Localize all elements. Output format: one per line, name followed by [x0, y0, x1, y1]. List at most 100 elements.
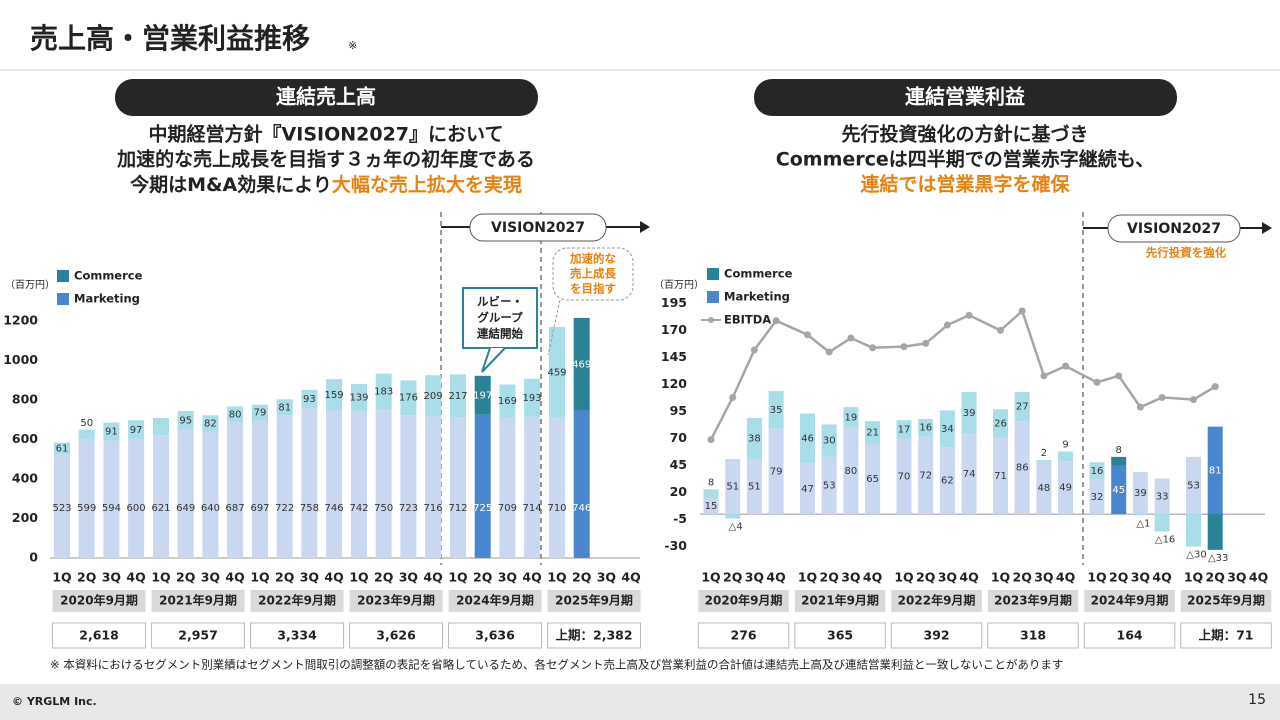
ebitda-point — [825, 348, 833, 356]
data-label: 38 — [748, 434, 761, 445]
bar-segment — [326, 410, 343, 558]
bar-segment — [450, 374, 466, 418]
data-label: 79 — [770, 466, 783, 477]
total-label: 上期：2,382 — [556, 628, 633, 643]
data-label: 725 — [473, 503, 492, 514]
data-label: △1 — [1136, 518, 1150, 529]
x-tick-label: 3Q — [597, 570, 616, 585]
total-box — [697, 622, 790, 649]
bar-segment — [993, 409, 1008, 438]
bar-segment — [351, 383, 367, 412]
x-tick-label: 2Q — [572, 570, 591, 585]
data-label: 697 — [250, 503, 269, 514]
total-label: 2,957 — [178, 628, 218, 643]
data-label: 49 — [1059, 483, 1072, 494]
data-label: 80 — [229, 409, 242, 420]
x-tick-label: 1Q — [250, 570, 269, 585]
bar-segment — [1132, 514, 1148, 516]
growth-note: 加速的な — [569, 252, 616, 266]
bar-segment — [573, 317, 590, 411]
bar-segment — [103, 422, 120, 441]
bar-segment — [425, 416, 442, 558]
bar-segment — [1089, 462, 1105, 480]
total-box — [987, 622, 1079, 649]
subtitle-line: 加速的な売上成長を目指す３ヵ年の初年度である — [116, 148, 535, 171]
arrow-head — [640, 221, 650, 233]
data-label: 53 — [1187, 481, 1200, 492]
ebitda-point — [1093, 378, 1101, 386]
data-label: 599 — [77, 503, 96, 514]
invest-note: 先行投資を強化 — [1146, 246, 1227, 260]
bar-segment — [202, 415, 219, 432]
data-label: 80 — [845, 466, 858, 477]
bar-segment — [301, 389, 318, 409]
subtitle-line: Commerceは四半期での営業赤字継続も、 — [776, 148, 1154, 171]
data-label: 91 — [105, 427, 118, 438]
footnote: ※ 本資料におけるセグメント別業績はセグメント間取引の調整額の表記を省略している… — [50, 658, 1063, 672]
data-label: 50 — [80, 418, 93, 429]
bar-segment — [703, 489, 719, 498]
bar-segment — [1014, 392, 1030, 422]
heading: 連結営業利益 — [905, 85, 1025, 109]
total-label: 276 — [731, 628, 757, 643]
data-label: 95 — [179, 415, 192, 426]
data-label: △33 — [1208, 553, 1228, 564]
bar-segment — [1058, 451, 1074, 462]
page-title: 売上高・営業利益推移 — [30, 22, 310, 55]
x-tick-label: 2Q — [1206, 570, 1225, 585]
data-label: 742 — [349, 503, 368, 514]
x-tick-label: 3Q — [745, 570, 764, 585]
period-label: 2022年9月期 — [898, 593, 976, 608]
data-label: 81 — [1209, 465, 1222, 476]
bar-segment — [301, 408, 318, 558]
data-label: 16 — [1091, 466, 1104, 477]
growth-note: を目指す — [570, 282, 616, 296]
heading: 連結売上高 — [276, 85, 376, 109]
subtitle-line: 先行投資強化の方針に基づき — [841, 123, 1088, 146]
bar-segment — [768, 390, 784, 429]
bar-segment — [177, 429, 194, 558]
y-tick-label: 70 — [670, 430, 688, 445]
bar-segment — [993, 437, 1008, 515]
data-label: 45 — [1112, 485, 1125, 496]
bar-segment — [843, 427, 859, 515]
data-label: 61 — [56, 444, 69, 455]
legend-marker — [708, 317, 714, 323]
bar-segment — [865, 421, 881, 444]
y-tick-label: 45 — [670, 457, 687, 472]
legend-label: Marketing — [74, 292, 140, 306]
subtitle-part: 今期はM&A効果により — [129, 173, 332, 196]
ebitda-point — [1018, 307, 1026, 315]
data-label: 27 — [1016, 402, 1029, 413]
x-tick-label: 3Q — [938, 570, 957, 585]
vision-box — [1107, 214, 1241, 243]
period-label: 2023年9月期 — [994, 593, 1072, 608]
data-label: 33 — [1156, 491, 1169, 502]
data-label: 70 — [898, 471, 911, 482]
data-label: 139 — [349, 393, 368, 404]
bar-segment — [351, 411, 367, 558]
ruby-box — [462, 287, 538, 349]
period-label: 2025年9月期 — [555, 593, 633, 608]
total-box — [52, 622, 147, 649]
data-label: 193 — [523, 393, 542, 404]
data-label: 640 — [201, 503, 220, 514]
subtitle-line: 中期経営方針『VISION2027』において — [149, 123, 504, 146]
x-tick-label: 4Q — [1152, 570, 1171, 585]
bar-segment — [326, 379, 343, 411]
ebitda-point — [900, 343, 908, 351]
ebitda-point — [1062, 362, 1070, 370]
data-label: 469 — [572, 359, 591, 370]
data-label: 39 — [1134, 488, 1147, 499]
data-label: 79 — [254, 407, 267, 418]
period-label: 2023年9月期 — [357, 593, 435, 608]
y-tick-label: 800 — [12, 391, 38, 406]
total-label: 3,636 — [475, 628, 515, 643]
data-label: 71 — [994, 471, 1007, 482]
total-label: 392 — [924, 628, 950, 643]
data-label: 16 — [919, 423, 932, 434]
arrow-head — [1262, 222, 1272, 234]
ebitda-point — [943, 321, 951, 329]
data-label: 710 — [547, 503, 566, 514]
bar-segment — [1154, 478, 1170, 515]
